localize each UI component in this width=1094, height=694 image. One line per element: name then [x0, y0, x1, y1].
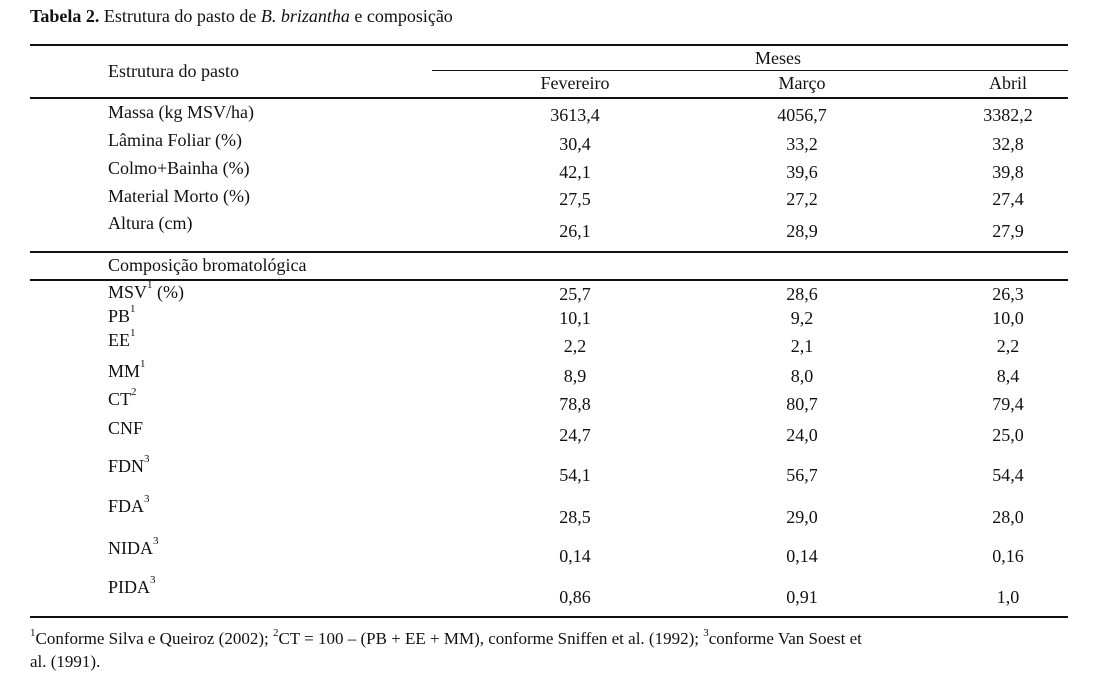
- table-cell: 8,9: [563, 366, 587, 386]
- table-cell: 28,0: [992, 507, 1024, 527]
- bottom-rule: [30, 616, 1068, 618]
- row-label: NIDA3: [108, 535, 159, 558]
- section-header-rule: [30, 279, 1068, 281]
- table-cell: 0,14: [786, 546, 818, 566]
- section-rule: [30, 251, 1068, 253]
- row-label: MSV1 (%): [108, 279, 184, 302]
- table-cell: 33,2: [786, 134, 818, 154]
- months-underline: [432, 70, 1068, 71]
- table-cell: 27,2: [786, 189, 818, 209]
- table-cell: 27,4: [992, 189, 1024, 209]
- table-cell: 0,16: [992, 546, 1024, 566]
- row-label: FDN3: [108, 453, 150, 476]
- table-caption: Tabela 2. Estrutura do pasto de B. briza…: [30, 6, 453, 27]
- table-cell: 39,6: [786, 162, 818, 182]
- table-cell: 26,1: [559, 221, 591, 241]
- table-cell: 2,2: [563, 336, 587, 356]
- row-label: Colmo+Bainha (%): [108, 158, 250, 178]
- table-cell: 80,7: [786, 394, 818, 414]
- footnote-line-2: al. (1991).: [30, 652, 101, 671]
- table-cell: 26,3: [992, 284, 1024, 304]
- table-cell: 9,2: [790, 308, 814, 328]
- table-cell: 28,5: [559, 507, 591, 527]
- table-cell: 24,0: [786, 425, 818, 445]
- table-cell: 39,8: [992, 162, 1024, 182]
- table-cell: 2,1: [790, 336, 814, 356]
- table-cell: 30,4: [559, 134, 591, 154]
- row-label: PIDA3: [108, 574, 156, 597]
- row-label: FDA3: [108, 493, 150, 516]
- row-label: Material Morto (%): [108, 186, 250, 206]
- table-cell: 10,1: [559, 308, 591, 328]
- table-cell: 4056,7: [777, 105, 827, 125]
- table-cell: 32,8: [992, 134, 1024, 154]
- top-rule: [30, 44, 1068, 46]
- table-cell: 24,7: [559, 425, 591, 445]
- row-label: Lâmina Foliar (%): [108, 130, 242, 150]
- table-cell: 3613,4: [550, 105, 600, 125]
- table-cell: 28,6: [786, 284, 818, 304]
- table-cell: 2,2: [996, 336, 1020, 356]
- table-cell: 8,0: [790, 366, 814, 386]
- table-cell: 42,1: [559, 162, 591, 182]
- table-cell: 0,91: [786, 587, 818, 607]
- row-label: EE1: [108, 327, 136, 350]
- table-cell: 8,4: [996, 366, 1020, 386]
- row-label: MM1: [108, 358, 146, 381]
- table-cell: 27,9: [992, 221, 1024, 241]
- months-group-label: Meses: [755, 48, 801, 68]
- month-header-fevereiro: Fevereiro: [540, 73, 610, 93]
- table-cell: 27,5: [559, 189, 591, 209]
- caption-label: Tabela 2.: [30, 6, 100, 26]
- footnote-line-1: 1Conforme Silva e Queiroz (2002); 2CT = …: [30, 627, 862, 648]
- table-cell: 54,1: [559, 465, 591, 485]
- caption-species: B. brizantha: [260, 6, 350, 26]
- table-cell: 78,8: [559, 394, 591, 414]
- row-label: CT2: [108, 386, 137, 409]
- header-rule: [30, 97, 1068, 99]
- table-cell: 1,0: [996, 587, 1020, 607]
- caption-text-after: e composição: [349, 6, 453, 26]
- row-label: Massa (kg MSV/ha): [108, 102, 254, 122]
- caption-text-before: Estrutura do pasto de: [99, 6, 261, 26]
- table-cell: 54,4: [992, 465, 1024, 485]
- row-label: PB1: [108, 303, 136, 326]
- table-cell: 29,0: [786, 507, 818, 527]
- table-cell: 25,7: [559, 284, 591, 304]
- table-cell: 0,14: [559, 546, 591, 566]
- table-cell: 79,4: [992, 394, 1024, 414]
- row-label: Altura (cm): [108, 213, 193, 233]
- table-cell: 25,0: [992, 425, 1024, 445]
- month-header-marco: Março: [778, 73, 826, 93]
- section-label: Composição bromatológica: [108, 255, 307, 275]
- table-cell: 56,7: [786, 465, 818, 485]
- month-header-abril: Abril: [989, 73, 1027, 93]
- table-cell: 28,9: [786, 221, 818, 241]
- row-label: CNF: [108, 418, 144, 438]
- table-cell: 10,0: [992, 308, 1024, 328]
- table-cell: 3382,2: [983, 105, 1033, 125]
- table-cell: 0,86: [559, 587, 591, 607]
- row-header-label: Estrutura do pasto: [108, 61, 239, 81]
